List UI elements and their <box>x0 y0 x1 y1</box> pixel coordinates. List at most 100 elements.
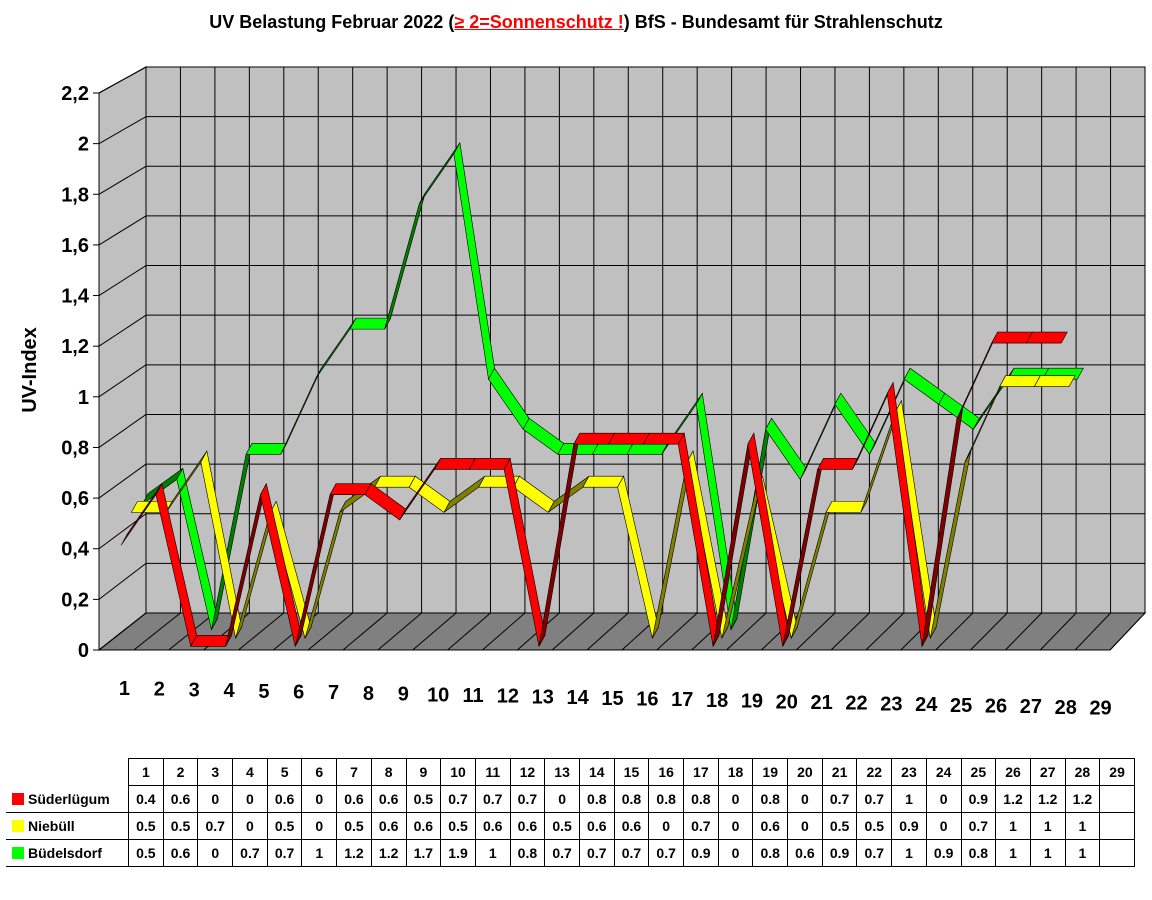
series-segment <box>468 458 511 470</box>
gridline-floor <box>656 612 698 651</box>
table-cell: 0.7 <box>266 839 303 867</box>
gridline-floor <box>238 612 285 651</box>
gridline-floor <box>447 612 491 651</box>
table-cell: 0.7 <box>960 812 997 840</box>
x-tick-label: 19 <box>741 691 763 713</box>
table-cell: 1.2 <box>370 839 407 867</box>
series-segment <box>573 432 616 445</box>
table-cell: 0.5 <box>128 812 164 840</box>
x-tick-label: 13 <box>532 686 554 708</box>
title-post: ) BfS - Bundesamt für Strahlenschutz <box>623 12 943 32</box>
x-tick-label: 9 <box>398 684 409 706</box>
table-cell: 0 <box>787 785 823 813</box>
table-cell: 0.7 <box>856 839 893 867</box>
series-segment <box>433 458 476 470</box>
x-tick-label: 25 <box>950 695 972 717</box>
x-tick-label: 15 <box>601 688 623 710</box>
table-cell: 0.6 <box>613 812 650 840</box>
y-tick-label: 0,8 <box>61 437 89 459</box>
series-segment <box>190 634 233 647</box>
table-cell <box>1099 785 1135 813</box>
table-cell: 0.6 <box>162 839 199 867</box>
title-warning: ≥ 2=Sonnenschutz ! <box>454 12 624 32</box>
table-cell: 0.8 <box>509 839 546 867</box>
series-name: Büdelsdorf <box>28 845 102 861</box>
table-cell: 0.5 <box>336 812 372 840</box>
table-cell: 0 <box>197 839 234 867</box>
x-tick-label: 28 <box>1055 697 1077 719</box>
table-cell: 0.7 <box>474 785 511 813</box>
table-cell: 0.8 <box>578 785 615 813</box>
table-cell: 0.8 <box>960 839 997 867</box>
x-tick-label: 23 <box>880 693 902 715</box>
gridline-side <box>98 215 147 246</box>
table-header-cell: 8 <box>370 758 407 786</box>
series-name: Niebüll <box>28 818 75 834</box>
table-cell: 0.7 <box>232 839 268 867</box>
series-segment <box>245 443 288 455</box>
table-row: Büdelsdorf 0.5 0.6 0 0.7 0.7 1 1.2 1.2 1.7 1.9 1 0.8… <box>6 839 1135 867</box>
gridline-side <box>98 265 147 296</box>
table-cell: 1.2 <box>336 839 372 867</box>
gridline-side <box>98 364 147 398</box>
table-cell: 0.6 <box>787 839 823 867</box>
gridline-floor <box>342 612 388 651</box>
table-row: Süderlügum 0.4 0.6 0 0 0.6 0 0.6 0.6 0.5 0.7 0.7 0.7… <box>6 785 1135 813</box>
table-header-cell: 17 <box>683 758 719 786</box>
table-header-cell: 2 <box>162 758 199 786</box>
series-segment <box>349 317 392 330</box>
table-header-cell: 16 <box>648 758 684 786</box>
table-header-cell: 19 <box>752 758 789 786</box>
table-header-cell: 1 <box>128 758 164 786</box>
series-segment <box>608 432 650 445</box>
table-header-cell: 4 <box>232 758 268 786</box>
table-header-cell: 28 <box>1064 758 1101 786</box>
x-tick-label: 22 <box>845 693 867 715</box>
table-cell: 0.7 <box>683 812 719 840</box>
gridline-floor <box>795 612 836 651</box>
y-tick-label: 1 <box>78 387 89 409</box>
gridline-side <box>98 66 147 94</box>
table-cell: 1 <box>301 839 338 867</box>
table-header-cell: 3 <box>197 758 234 786</box>
series-segment <box>1025 331 1068 344</box>
table-corner <box>6 759 129 786</box>
gridline-floor <box>551 612 595 651</box>
table-row: Niebüll 0.5 0.5 0.7 0 0.5 0 0.5 0.6 0.6 0.5 0.6 0.6 0… <box>6 812 1135 840</box>
y-tick-label: 1,2 <box>61 336 89 358</box>
gridline-floor <box>970 612 1008 651</box>
table-cell: 0.7 <box>509 785 546 813</box>
gridline-floor <box>586 612 629 651</box>
table-header-cell: 15 <box>613 758 650 786</box>
table-cell: 0 <box>925 812 962 840</box>
chart-title: UV Belastung Februar 2022 (≥ 2=Sonnensch… <box>0 12 1152 33</box>
gridline-floor <box>1074 612 1111 651</box>
series-segment <box>557 443 599 455</box>
x-tick-label: 8 <box>363 683 374 705</box>
table-header-cell: 20 <box>787 758 823 786</box>
table-cell: 1 <box>1064 839 1101 867</box>
table-cell: 0.7 <box>544 839 580 867</box>
x-tick-label: 2 <box>154 679 165 701</box>
gridline-floor <box>830 612 870 651</box>
table-cell: 1.7 <box>405 839 442 867</box>
table-header-cell: 21 <box>821 758 858 786</box>
series-label: Süderlügum <box>6 785 129 813</box>
legend-swatch <box>12 792 24 805</box>
table-cell: 0 <box>787 812 823 840</box>
table-cell: 0 <box>301 812 338 840</box>
table-cell: 1.2 <box>995 785 1031 813</box>
table-cell: 0.6 <box>752 812 789 840</box>
table-cell: 0.5 <box>440 812 476 840</box>
series-label: Büdelsdorf <box>6 839 129 867</box>
gridline-side <box>98 116 147 145</box>
table-cell: 0 <box>925 785 962 813</box>
series-segment <box>582 475 625 488</box>
table-cell: 0.7 <box>197 812 234 840</box>
data-table: 1 2 3 4 5 6 7 8 9 10 11 12 13 14 15 16 17 18 19 20 21 22 23 24 2… <box>6 758 1135 867</box>
x-tick-label: 17 <box>671 689 693 711</box>
series-segment <box>991 331 1033 344</box>
table-cell: 0.6 <box>405 812 442 840</box>
table-header-cell: 10 <box>440 758 476 786</box>
